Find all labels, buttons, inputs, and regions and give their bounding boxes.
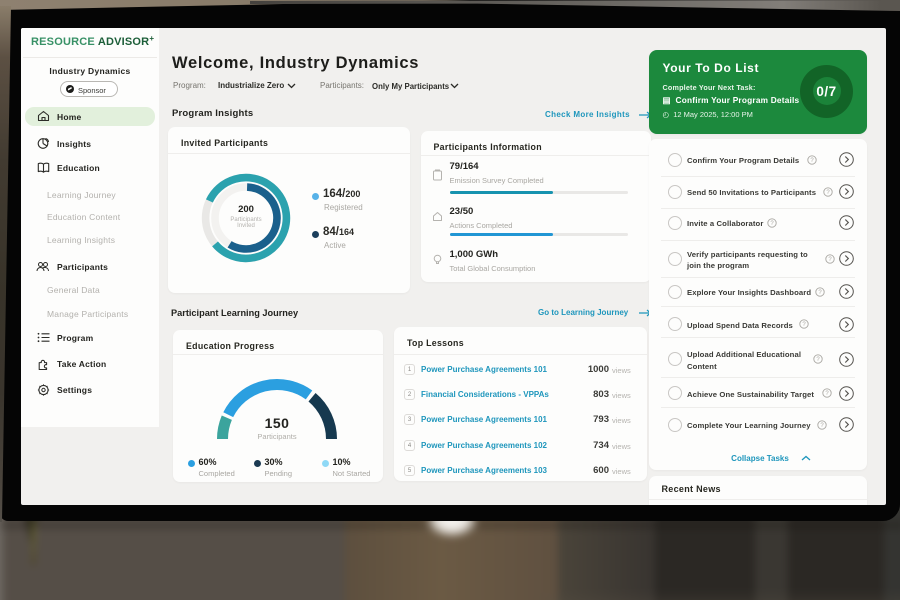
svg-text:?: ? <box>802 322 806 328</box>
svg-text:?: ? <box>820 423 824 429</box>
svg-text:?: ? <box>825 391 829 397</box>
svg-text:?: ? <box>770 221 774 227</box>
svg-text:?: ? <box>826 190 830 196</box>
svg-text:?: ? <box>816 357 820 363</box>
svg-text:?: ? <box>818 290 822 296</box>
svg-text:?: ? <box>828 257 832 263</box>
svg-text:?: ? <box>810 158 814 164</box>
